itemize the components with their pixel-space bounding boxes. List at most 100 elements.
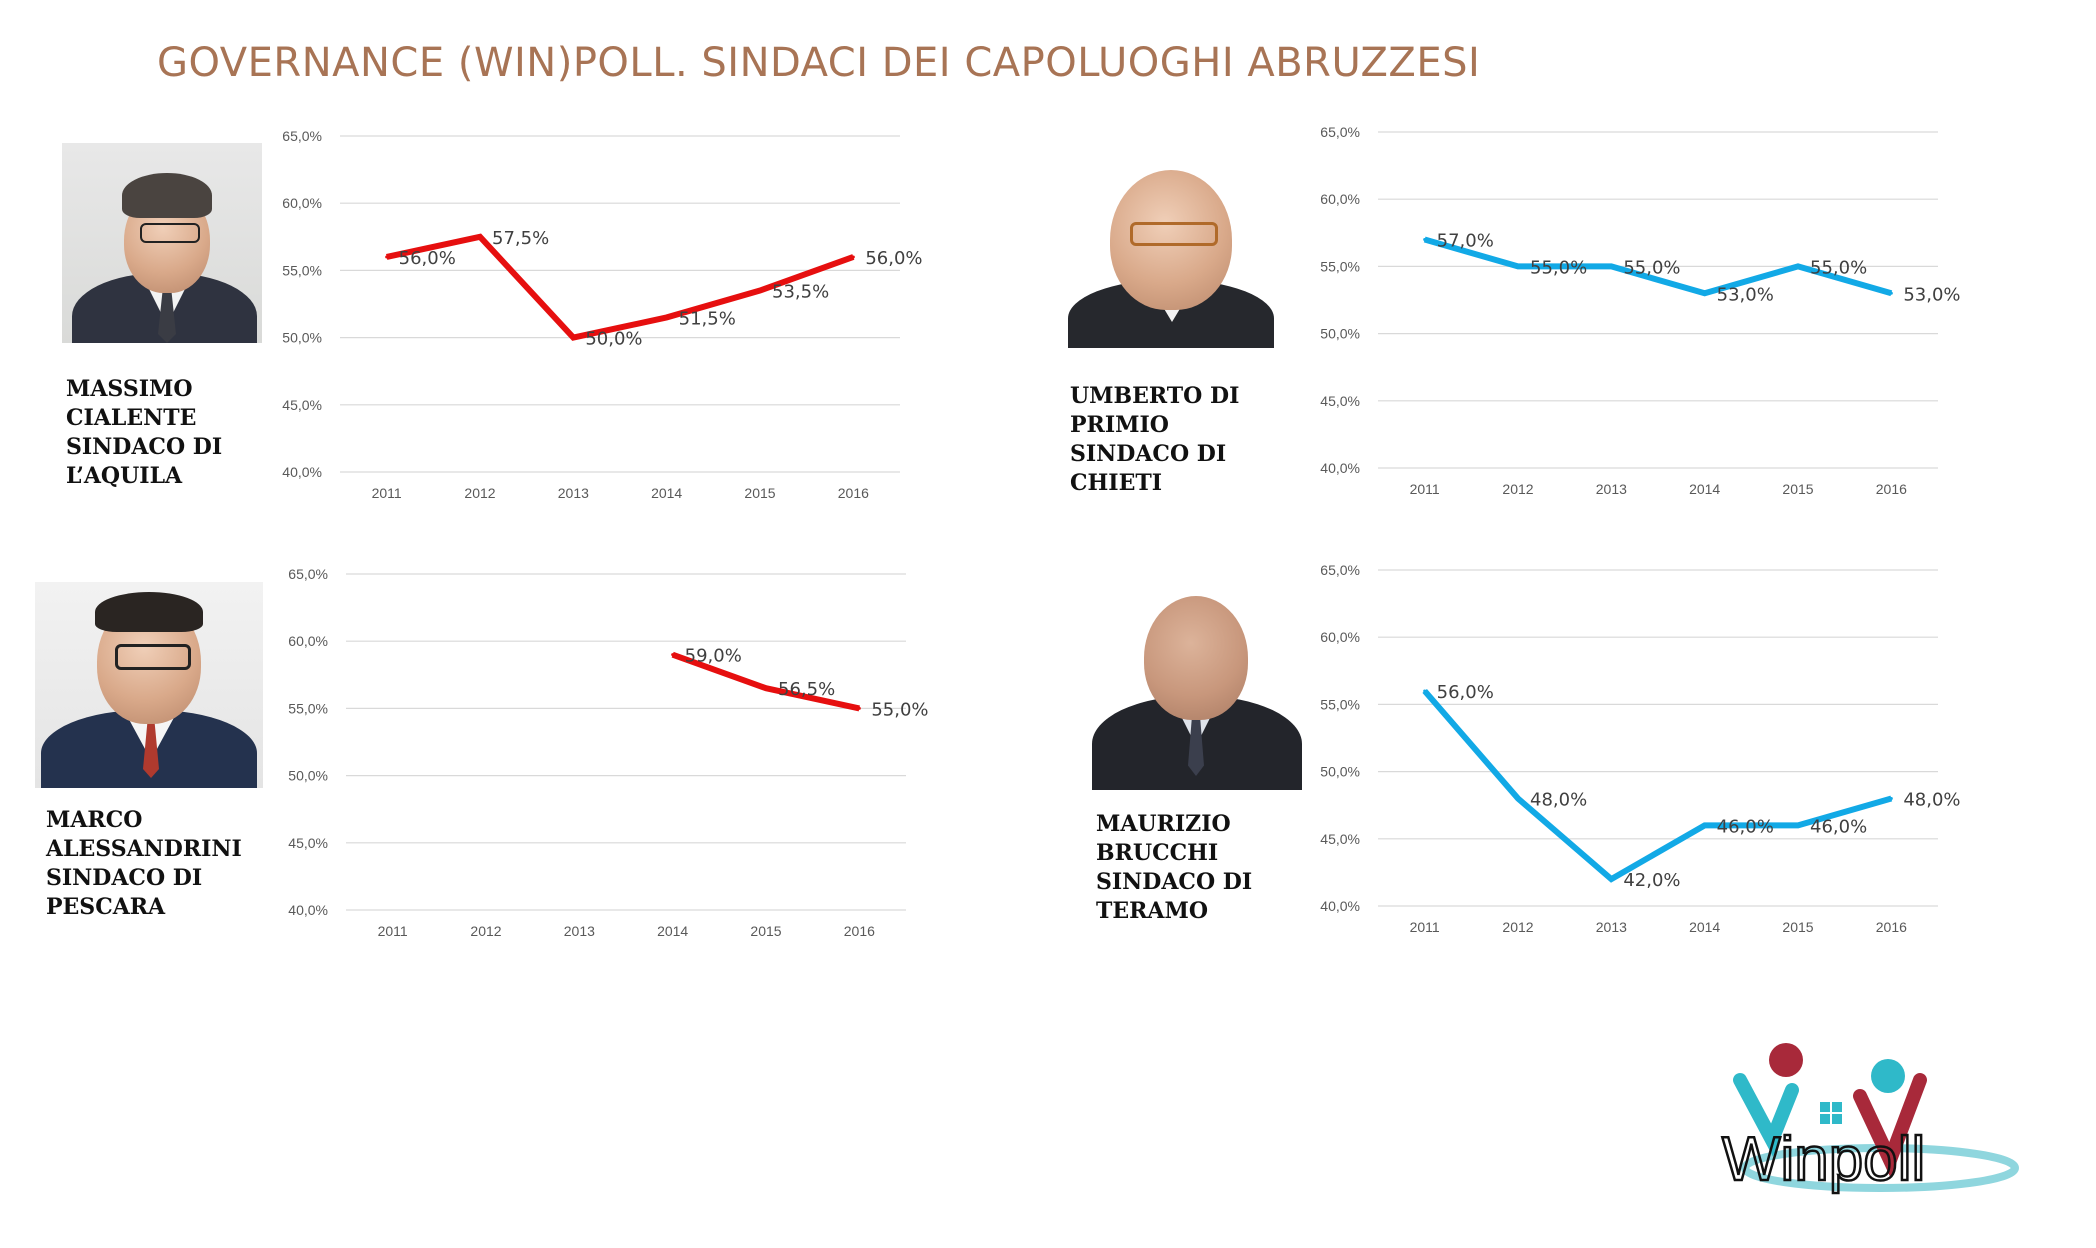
- person-name-di-primio: UMBERTO DI PRIMIO SINDACO DI CHIETI: [1070, 383, 1240, 496]
- x-tick-label: 2014: [651, 485, 682, 501]
- y-tick-label: 45,0%: [288, 835, 328, 851]
- data-label: 42,0%: [1623, 870, 1680, 891]
- data-point: [1423, 689, 1427, 693]
- data-point: [665, 315, 669, 319]
- x-tick-label: 2011: [1410, 481, 1440, 497]
- x-tick-label: 2015: [744, 485, 775, 501]
- portrait-photo-brucchi: [1088, 592, 1304, 790]
- data-label: 55,0%: [871, 699, 928, 720]
- data-point: [1796, 264, 1800, 268]
- x-tick-label: 2011: [1410, 919, 1440, 935]
- y-tick-label: 55,0%: [1320, 258, 1360, 274]
- chart-chieti: 40,0% 45,0% 50,0% 55,0% 60,0% 65,0% 2011 2012 20…: [1318, 122, 1960, 507]
- x-tick-label: 2012: [470, 923, 501, 939]
- data-point: [1516, 796, 1520, 800]
- logo-figure-teal: [1733, 1073, 1799, 1157]
- data-label: 56,5%: [778, 679, 835, 700]
- x-tick-label: 2015: [750, 923, 781, 939]
- chart-pescara: 40,0% 45,0% 50,0% 55,0% 60,0% 65,0% 2011 2012 20…: [286, 564, 928, 949]
- y-tick-label: 60,0%: [1320, 191, 1360, 207]
- y-tick-label: 45,0%: [1320, 831, 1360, 847]
- data-label: 55,0%: [1810, 257, 1867, 278]
- data-point: [385, 255, 389, 259]
- x-tick-label: 2016: [1876, 919, 1907, 935]
- y-tick-label: 60,0%: [288, 633, 328, 649]
- data-label: 55,0%: [1623, 257, 1680, 278]
- x-tick-label: 2015: [1782, 481, 1813, 497]
- y-tick-label: 65,0%: [282, 128, 322, 144]
- y-tick-label: 55,0%: [282, 262, 322, 278]
- y-tick-label: 65,0%: [1320, 124, 1360, 140]
- chart-chieti-svg: 40,0% 45,0% 50,0% 55,0% 60,0% 65,0% 2011 2012 20…: [1320, 124, 1960, 497]
- data-point: [857, 706, 861, 710]
- data-point: [851, 255, 855, 259]
- page-title: GOVERNANCE (WIN)POLL. SINDACI DEI CAPOLU…: [157, 40, 1481, 86]
- person-name-brucchi: MAURIZIO BRUCCHI SINDACO DI TERAMO: [1096, 811, 1253, 924]
- y-tick-label: 50,0%: [282, 330, 322, 346]
- chart-pescara-svg: 40,0% 45,0% 50,0% 55,0% 60,0% 65,0% 2011 2012 20…: [288, 566, 928, 939]
- data-label: 59,0%: [685, 646, 742, 667]
- x-tick-label: 2013: [1596, 919, 1627, 935]
- y-tick-label: 50,0%: [1320, 764, 1360, 780]
- data-label: 46,0%: [1717, 816, 1774, 837]
- y-tick-label: 45,0%: [1320, 393, 1360, 409]
- data-label: 46,0%: [1810, 816, 1867, 837]
- x-tick-label: 2016: [838, 485, 869, 501]
- x-tick-label: 2012: [464, 485, 495, 501]
- logo-figure-red: [1853, 1073, 1927, 1179]
- x-tick-label: 2014: [1689, 481, 1720, 497]
- y-tick-label: 65,0%: [1320, 562, 1360, 578]
- logo-wordmark: Winpoll: [1722, 1125, 1925, 1194]
- x-tick-label: 2011: [372, 485, 402, 501]
- y-tick-label: 40,0%: [1320, 898, 1360, 914]
- series-line: [1422, 688, 1893, 883]
- data-point: [764, 686, 768, 690]
- logo-windows: [1820, 1102, 1842, 1124]
- data-point: [1609, 264, 1613, 268]
- x-tick-label: 2016: [1876, 481, 1907, 497]
- y-tick-label: 55,0%: [1320, 696, 1360, 712]
- x-tick-label: 2011: [378, 923, 408, 939]
- data-label: 53,0%: [1717, 284, 1774, 305]
- data-point: [478, 235, 482, 239]
- x-tick-label: 2016: [844, 923, 875, 939]
- x-tick-label: 2013: [558, 485, 589, 501]
- data-point: [1703, 823, 1707, 827]
- data-label: 56,0%: [1437, 682, 1494, 703]
- x-tick-label: 2014: [1689, 919, 1720, 935]
- data-label: 48,0%: [1530, 789, 1587, 810]
- data-label: 53,0%: [1903, 284, 1960, 305]
- data-label: 56,0%: [865, 248, 922, 269]
- data-label: 57,0%: [1437, 231, 1494, 252]
- y-tick-label: 50,0%: [288, 768, 328, 784]
- chart-aquila: 40,0% 45,0% 50,0% 55,0% 60,0% 65,0% 2011 2012 20…: [280, 126, 922, 511]
- y-tick-label: 60,0%: [1320, 629, 1360, 645]
- data-label: 48,0%: [1903, 789, 1960, 810]
- series-line: [1423, 236, 1893, 297]
- x-tick-label: 2013: [564, 923, 595, 939]
- data-point: [1703, 291, 1707, 295]
- y-tick-label: 55,0%: [288, 700, 328, 716]
- y-tick-label: 65,0%: [288, 566, 328, 582]
- y-tick-label: 60,0%: [282, 195, 322, 211]
- winpoll-logo: Winpoll: [1721, 1043, 2019, 1195]
- data-point: [1889, 291, 1893, 295]
- person-name-alessandrini: MARCO ALESSANDRINI SINDACO DI PESCARA: [46, 807, 242, 920]
- x-tick-label: 2013: [1596, 481, 1627, 497]
- chart-aquila-svg: 40,0% 45,0% 50,0% 55,0% 60,0% 65,0% 2011 2012 20…: [282, 128, 922, 501]
- data-label: 55,0%: [1530, 257, 1587, 278]
- data-label: 56,0%: [399, 248, 456, 269]
- data-label: 53,5%: [772, 282, 829, 303]
- person-name-cialente: MASSIMO CIALENTE SINDACO DI L’AQUILA: [66, 376, 223, 489]
- y-tick-label: 40,0%: [288, 902, 328, 918]
- data-point: [1609, 877, 1613, 881]
- x-tick-label: 2012: [1502, 481, 1533, 497]
- data-point: [671, 653, 675, 657]
- data-label: 51,5%: [679, 308, 736, 329]
- chart-teramo: 40,0% 45,0% 50,0% 55,0% 60,0% 65,0% 2011 2012 20…: [1318, 560, 1960, 945]
- portrait-photo-cialente: [62, 143, 262, 343]
- x-tick-label: 2014: [657, 923, 688, 939]
- y-tick-label: 45,0%: [282, 397, 322, 413]
- chart-teramo-svg: 40,0% 45,0% 50,0% 55,0% 60,0% 65,0% 2011 2012 20…: [1320, 562, 1960, 935]
- logo-dot-teal: [1871, 1059, 1905, 1093]
